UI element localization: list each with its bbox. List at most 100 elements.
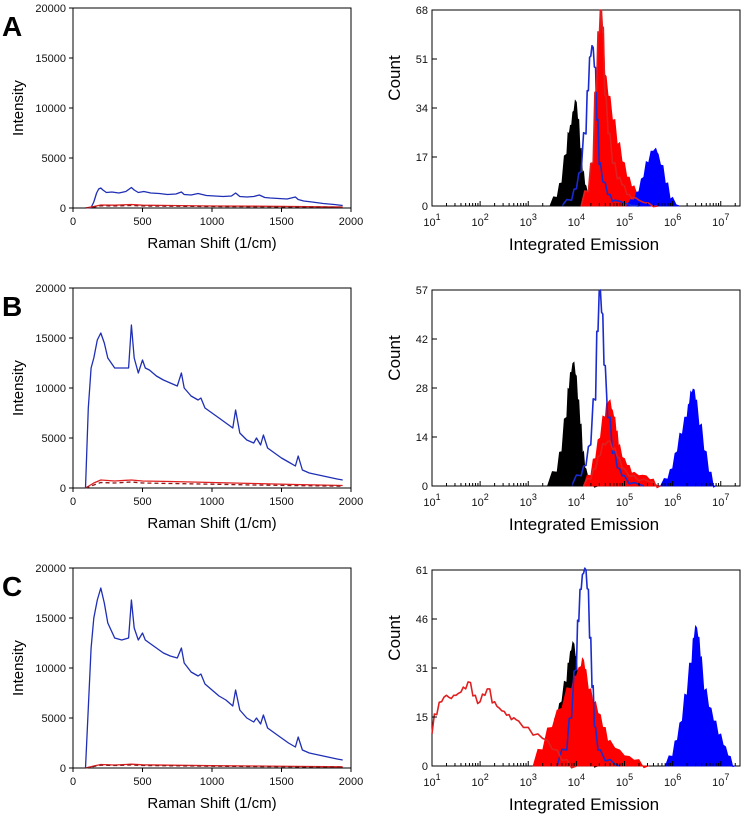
spectrum-series-dark-red: [85, 204, 343, 209]
histogram-x-tick-label: 102: [471, 492, 488, 509]
spectrum-x-tick-label: 2000: [339, 216, 363, 228]
histogram-series-red-outline: [580, 9, 659, 208]
histogram-y-tick-label: 57: [416, 285, 428, 297]
spectrum-x-tick-label: 1000: [200, 776, 224, 788]
histogram-x-tick-label: 107: [712, 212, 729, 229]
histogram-y-tick-label: 0: [422, 761, 428, 773]
spectrum-y-tick-label: 10000: [35, 103, 66, 115]
spectrum-y-tick-label: 10000: [35, 663, 66, 675]
histogram-x-tick-label: 102: [471, 772, 488, 789]
spectrum-x-axis-label: Raman Shift (1/cm): [147, 235, 276, 252]
histogram-x-tick-label: 106: [664, 772, 681, 789]
spectrum-x-tick-label: 0: [70, 496, 76, 508]
spectrum-y-tick-label: 5000: [42, 713, 66, 725]
histogram-series-red-outline: [431, 681, 577, 769]
histogram-y-axis-label: Count: [385, 55, 404, 101]
spectrum-x-tick-label: 1500: [269, 216, 293, 228]
spectrum-y-tick-label: 15000: [35, 333, 66, 345]
histogram-x-axis-label: Integrated Emission: [509, 515, 659, 534]
histogram-x-tick-label: 102: [471, 212, 488, 229]
histogram-x-tick-label: 101: [423, 492, 440, 509]
histogram-y-tick-label: 68: [416, 5, 428, 17]
spectrum-series-red: [85, 479, 343, 489]
histogram-chart: 0 14 28 42 57 101 102 103 104 105 106 107 Integrated…: [385, 285, 741, 534]
histogram-series-black-filled: [546, 361, 599, 488]
histogram-x-tick-label: 105: [616, 772, 633, 789]
spectrum-plot-frame: [72, 567, 352, 769]
spectrum-y-tick-label: 20000: [35, 283, 66, 295]
spectrum-y-tick-label: 5000: [42, 433, 66, 445]
spectrum-series-dark-red: [85, 764, 343, 769]
histogram-series-blue-filled: [659, 388, 717, 488]
histogram-x-tick-label: 107: [712, 492, 729, 509]
histogram-x-tick-label: 103: [520, 772, 537, 789]
histogram-y-tick-label: 14: [416, 432, 428, 444]
spectrum-x-tick-label: 0: [70, 216, 76, 228]
spectrum-series-blue: [85, 186, 343, 209]
spectrum-y-tick-label: 0: [60, 203, 66, 215]
histogram-series-blue-outline: [556, 567, 620, 767]
spectrum-y-axis-label: Intensity: [10, 360, 27, 416]
histogram-x-tick-label: 101: [423, 212, 440, 229]
panel-c: C0 500 1000 1500 200005000100001500020000Ram…: [2, 563, 741, 814]
spectrum-chart: 0 500 1000 1500 200005000100001500020000Rama…: [10, 3, 363, 252]
histogram-x-tick-label: 107: [712, 772, 729, 789]
histogram-y-tick-label: 31: [416, 663, 428, 675]
histogram-series-blue-filled: [626, 147, 680, 207]
histogram-x-tick-label: 101: [423, 772, 440, 789]
histogram-y-tick-label: 51: [416, 54, 428, 66]
histogram-x-tick-label: 105: [616, 492, 633, 509]
spectrum-y-tick-label: 10000: [35, 383, 66, 395]
spectrum-y-tick-label: 20000: [35, 563, 66, 575]
spectrum-x-tick-label: 1500: [269, 496, 293, 508]
panel-letter: C: [2, 571, 22, 602]
histogram-chart: 0 17 34 51 68 101 102 103 104 105 106 107 Integrated…: [385, 5, 741, 254]
spectrum-x-tick-label: 2000: [339, 776, 363, 788]
histogram-x-tick-label: 103: [520, 212, 537, 229]
spectrum-y-tick-label: 20000: [35, 3, 66, 15]
histogram-y-tick-label: 17: [416, 152, 428, 164]
spectrum-chart: 0 500 1000 1500 200005000100001500020000Rama…: [10, 563, 363, 812]
spectrum-y-axis-label: Intensity: [10, 640, 27, 696]
histogram-x-axis-label: Integrated Emission: [509, 795, 659, 814]
spectrum-x-tick-label: 0: [70, 776, 76, 788]
spectrum-y-axis-label: Intensity: [10, 80, 27, 136]
histogram-y-tick-label: 34: [416, 103, 428, 115]
spectrum-series-blue: [84, 587, 343, 769]
histogram-x-tick-label: 106: [664, 492, 681, 509]
spectrum-series-blue: [84, 324, 343, 489]
histogram-y-axis-label: Count: [385, 335, 404, 381]
spectrum-y-tick-label: 0: [60, 483, 66, 495]
spectrum-y-tick-label: 15000: [35, 53, 66, 65]
histogram-y-tick-label: 61: [416, 565, 428, 577]
spectrum-x-axis-label: Raman Shift (1/cm): [147, 795, 276, 812]
spectrum-chart: 0 500 1000 1500 200005000100001500020000Rama…: [10, 283, 363, 532]
histogram-series-red-filled: [532, 657, 649, 769]
histogram-x-axis-label: Integrated Emission: [509, 235, 659, 254]
histogram-x-tick-label: 105: [616, 212, 633, 229]
histogram-y-tick-label: 42: [416, 334, 428, 346]
panel-letter: A: [2, 11, 22, 42]
histogram-series-red-filled: [583, 399, 661, 489]
spectrum-y-tick-label: 0: [60, 763, 66, 775]
histogram-x-tick-label: 104: [568, 492, 585, 509]
histogram-y-tick-label: 0: [422, 481, 428, 493]
histogram-y-tick-label: 0: [422, 201, 428, 213]
histogram-series-blue-filled: [664, 624, 736, 768]
spectrum-x-axis-label: Raman Shift (1/cm): [147, 515, 276, 532]
panel-b: B0 500 1000 1500 200005000100001500020000Ram…: [2, 283, 741, 534]
spectrum-y-tick-label: 15000: [35, 613, 66, 625]
spectrum-y-tick-label: 5000: [42, 153, 66, 165]
histogram-x-tick-label: 104: [568, 772, 585, 789]
spectrum-x-tick-label: 500: [133, 776, 151, 788]
spectrum-x-tick-label: 2000: [339, 496, 363, 508]
panel-letter: B: [2, 291, 22, 322]
spectrum-x-tick-label: 1000: [200, 216, 224, 228]
histogram-y-axis-label: Count: [385, 615, 404, 661]
histogram-x-tick-label: 106: [664, 212, 681, 229]
histogram-y-tick-label: 46: [416, 614, 428, 626]
histogram-y-tick-label: 28: [416, 383, 428, 395]
spectrum-x-tick-label: 1000: [200, 496, 224, 508]
spectrum-plot-frame: [72, 287, 352, 489]
